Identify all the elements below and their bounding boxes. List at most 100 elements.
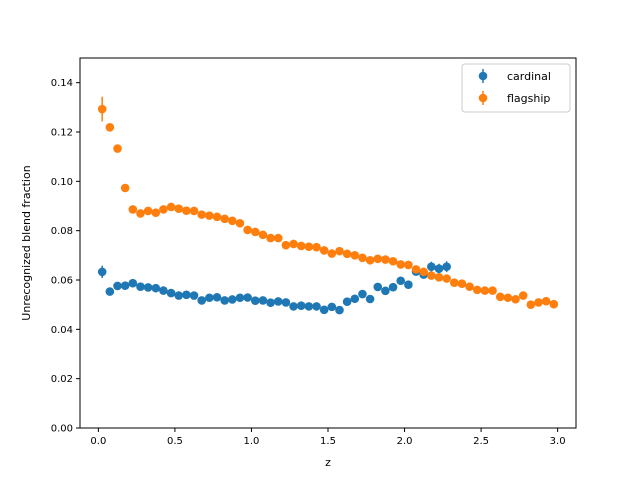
data-point <box>243 225 252 235</box>
data-point <box>365 255 375 265</box>
data-point <box>212 212 222 222</box>
data-point <box>304 302 314 311</box>
data-point <box>266 298 275 307</box>
data-point <box>220 214 229 224</box>
data-point <box>404 280 413 289</box>
data-point <box>365 294 375 304</box>
plot-frame <box>79 57 577 429</box>
data-point <box>350 294 360 304</box>
data-point <box>304 242 314 251</box>
data-point <box>220 296 229 305</box>
legend-label-flagship: flagship <box>507 92 550 105</box>
data-point <box>319 305 329 315</box>
data-point <box>166 202 176 212</box>
y-tick-label: 0.06 <box>51 276 73 287</box>
data-point <box>136 209 145 218</box>
data-point <box>381 286 390 296</box>
data-point <box>189 206 199 216</box>
data-point <box>105 287 115 296</box>
y-tick-label: 0.04 <box>51 325 73 336</box>
x-tick-label: 0.0 <box>90 436 106 447</box>
data-point <box>128 205 138 214</box>
data-point <box>159 205 168 214</box>
y-tick-label: 0.08 <box>51 226 73 237</box>
data-point <box>97 267 107 277</box>
data-point <box>143 206 153 216</box>
data-point <box>327 302 337 312</box>
series-flagship <box>97 96 559 309</box>
data-point <box>205 211 214 220</box>
data-point <box>411 265 421 274</box>
x-axis-label: z <box>325 456 331 469</box>
x-tick-label: 2.0 <box>397 436 413 447</box>
data-point <box>281 298 291 307</box>
data-point <box>434 272 444 282</box>
data-point <box>128 278 138 288</box>
data-point <box>503 293 513 303</box>
data-point <box>312 242 321 252</box>
data-point <box>511 294 520 304</box>
data-point <box>182 206 191 215</box>
data-point <box>151 283 161 293</box>
data-point <box>197 296 207 305</box>
data-point <box>151 208 161 217</box>
data-point <box>235 218 245 228</box>
data-point <box>388 256 398 266</box>
legend-label-cardinal: cardinal <box>507 70 551 83</box>
legend-marker-cardinal <box>478 71 488 81</box>
y-tick-label: 0.12 <box>51 128 73 139</box>
data-point <box>266 233 275 243</box>
data-point <box>335 305 344 315</box>
data-point <box>143 283 153 292</box>
data-point <box>480 286 490 295</box>
data-point <box>250 227 260 237</box>
x-tick-label: 1.0 <box>244 436 260 447</box>
data-point <box>465 282 474 291</box>
data-point <box>319 246 329 255</box>
data-point <box>312 302 321 311</box>
data-point <box>488 286 497 295</box>
data-point <box>381 255 390 264</box>
data-point <box>549 299 559 309</box>
data-point <box>182 290 191 300</box>
x-tick-label: 3.0 <box>550 436 566 447</box>
data-point <box>250 296 260 306</box>
data-point <box>327 249 337 258</box>
y-tick-label: 0.10 <box>51 177 73 188</box>
data-point <box>442 274 451 283</box>
data-point <box>419 267 428 277</box>
y-axis-label: Unrecognized blend fraction <box>20 165 33 320</box>
data-point <box>113 281 122 291</box>
data-point <box>388 282 398 292</box>
data-point <box>434 264 444 273</box>
data-point <box>197 210 207 219</box>
data-point <box>205 293 214 303</box>
y-tick-label: 0.00 <box>51 424 73 435</box>
data-point <box>541 296 551 306</box>
y-tick-label: 0.02 <box>51 374 73 385</box>
data-point <box>350 251 360 260</box>
legend-marker-flagship <box>478 93 488 103</box>
data-point <box>243 293 252 302</box>
data-point <box>495 292 505 302</box>
data-point <box>281 240 291 250</box>
plot-marks <box>97 96 559 315</box>
data-point <box>105 123 115 132</box>
legend: cardinal flagship <box>461 63 571 113</box>
data-point <box>358 289 367 299</box>
data-point <box>273 233 283 243</box>
data-point <box>526 300 536 309</box>
data-point <box>457 279 467 289</box>
data-point <box>449 278 459 288</box>
data-point <box>373 282 383 292</box>
data-point <box>518 291 528 300</box>
data-point <box>296 241 306 251</box>
y-axis-ticks: 0.00 0.02 0.04 0.06 0.08 0.10 0.12 0.14 <box>51 78 80 435</box>
x-axis-ticks: 0.0 0.5 1.0 1.5 2.0 2.5 3.0 <box>90 428 566 447</box>
data-point <box>159 286 168 295</box>
data-point <box>442 262 451 271</box>
data-point <box>235 293 245 303</box>
data-point <box>174 204 184 214</box>
data-point <box>212 292 222 302</box>
